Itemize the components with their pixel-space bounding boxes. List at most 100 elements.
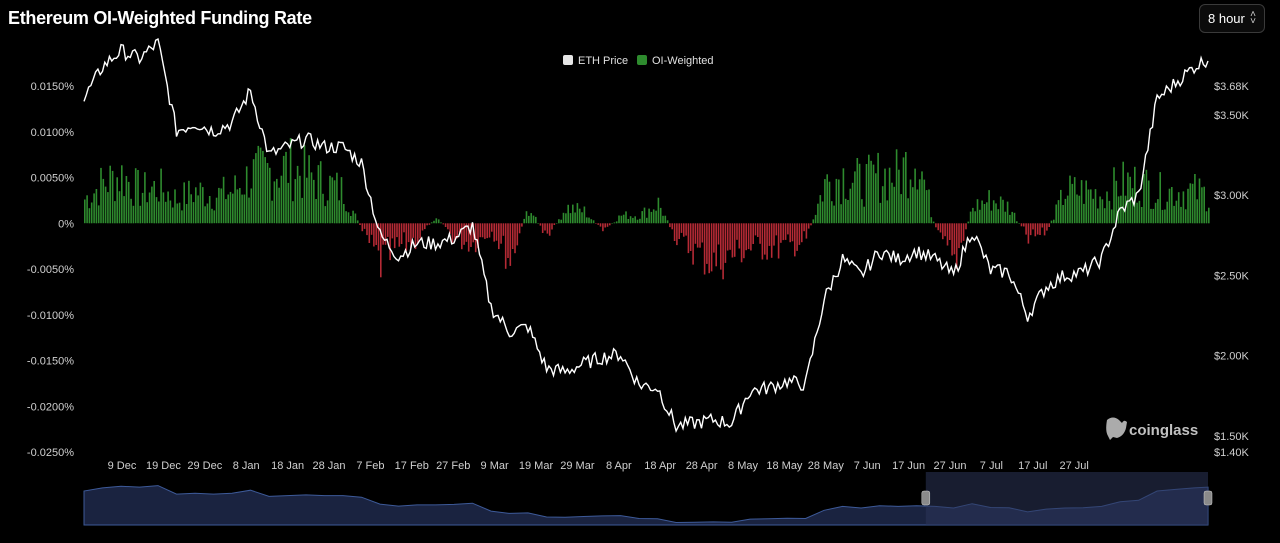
funding-bar — [986, 202, 988, 224]
funding-bar — [962, 223, 965, 241]
funding-bar — [359, 223, 361, 225]
funding-bar — [743, 223, 745, 259]
funding-bar — [713, 223, 715, 253]
funding-bar — [484, 223, 486, 239]
funding-bar — [1136, 202, 1138, 224]
funding-bar — [972, 207, 974, 224]
funding-bar — [976, 199, 979, 224]
funding-bar — [689, 223, 692, 251]
funding-bar — [842, 168, 845, 224]
x-tick-label: 18 Jan — [271, 460, 304, 472]
navigator-selection[interactable] — [925, 472, 1208, 525]
funding-bar — [225, 199, 227, 224]
funding-bar — [1173, 205, 1175, 224]
funding-bar — [831, 201, 833, 224]
funding-bar — [669, 223, 671, 228]
funding-bar — [287, 182, 290, 224]
funding-bar — [921, 171, 923, 224]
funding-bar — [511, 223, 514, 249]
funding-bar — [164, 201, 167, 224]
funding-bar — [777, 223, 780, 259]
funding-bar — [125, 176, 128, 224]
funding-bar — [146, 202, 148, 224]
funding-bar — [835, 178, 838, 224]
funding-bar — [162, 192, 165, 224]
funding-bar — [565, 213, 567, 224]
funding-bar — [121, 165, 123, 224]
funding-bar — [569, 213, 572, 224]
funding-bar — [544, 223, 546, 231]
funding-bar — [597, 223, 599, 225]
funding-bar — [426, 223, 428, 226]
funding-bar — [310, 172, 313, 224]
funding-bar — [1157, 199, 1159, 224]
funding-bar — [387, 223, 389, 237]
funding-bar — [856, 158, 859, 224]
funding-bar — [507, 223, 509, 258]
funding-bar — [595, 223, 597, 224]
x-axis: 9 Dec 19 Dec 29 Dec 8 Jan 18 Jan 28 Jan 7 Feb 1… — [108, 460, 1089, 472]
funding-bar — [377, 223, 380, 251]
funding-bar — [757, 223, 759, 237]
funding-bar — [1180, 206, 1182, 224]
time-navigator[interactable] — [83, 472, 1213, 526]
funding-bar — [345, 211, 347, 224]
funding-bar — [752, 223, 754, 244]
funding-bar — [361, 223, 364, 232]
funding-bar — [350, 216, 352, 224]
chart-legend[interactable]: ETH Price OI-Weighted — [563, 55, 714, 67]
funding-bar — [646, 217, 648, 224]
funding-bar — [629, 216, 632, 224]
funding-bar — [167, 191, 169, 224]
funding-bar — [701, 223, 704, 243]
x-tick-label: 27 Jun — [933, 460, 966, 472]
funding-bar — [819, 195, 822, 224]
funding-bar — [1034, 223, 1037, 237]
navigator-handle-right[interactable] — [1203, 490, 1213, 506]
funding-bar — [127, 181, 130, 224]
funding-bar — [1062, 205, 1064, 224]
legend-item-oi-weighted[interactable]: OI-Weighted — [652, 55, 714, 67]
funding-bar — [1164, 209, 1166, 224]
x-tick-label: 8 May — [728, 460, 758, 472]
funding-bar — [1013, 212, 1016, 224]
funding-bar — [997, 209, 1000, 224]
funding-bar — [914, 168, 916, 224]
navigator-handle-left[interactable] — [921, 490, 931, 506]
funding-bar — [245, 166, 248, 224]
funding-bar — [299, 175, 301, 224]
funding-bar — [400, 223, 403, 244]
funding-bar — [315, 199, 317, 224]
funding-bar — [1023, 223, 1025, 227]
funding-bar — [773, 223, 775, 246]
funding-bar — [139, 205, 142, 224]
funding-bar — [417, 223, 419, 244]
funding-bar — [523, 218, 525, 224]
funding-bar — [215, 197, 218, 224]
funding-bar — [1057, 200, 1060, 224]
funding-bar — [807, 223, 810, 229]
legend-item-eth-price[interactable]: ETH Price — [578, 55, 628, 67]
funding-bar — [824, 179, 826, 224]
funding-bar — [97, 205, 100, 224]
funding-bar — [171, 207, 174, 224]
funding-bar — [1147, 180, 1150, 224]
funding-bar — [264, 157, 266, 224]
funding-bar — [195, 187, 197, 224]
funding-bar — [1152, 208, 1155, 224]
funding-bar — [796, 223, 798, 251]
funding-bar — [1048, 223, 1050, 227]
x-tick-label: 18 Apr — [644, 460, 676, 472]
funding-bar — [955, 223, 958, 269]
interval-select[interactable]: 8 hour ˄ ˅ — [1199, 4, 1265, 33]
funding-bar — [678, 223, 680, 239]
y-left-tick-label: -0.0150% — [27, 356, 74, 368]
funding-bar — [317, 165, 320, 224]
funding-bar — [935, 223, 937, 228]
funding-bar — [1171, 187, 1173, 224]
funding-bar — [546, 223, 549, 234]
funding-bar — [1016, 221, 1018, 224]
funding-bar — [1039, 223, 1041, 235]
funding-bar — [854, 171, 856, 224]
y-left-tick-label: 0.0100% — [31, 127, 75, 139]
